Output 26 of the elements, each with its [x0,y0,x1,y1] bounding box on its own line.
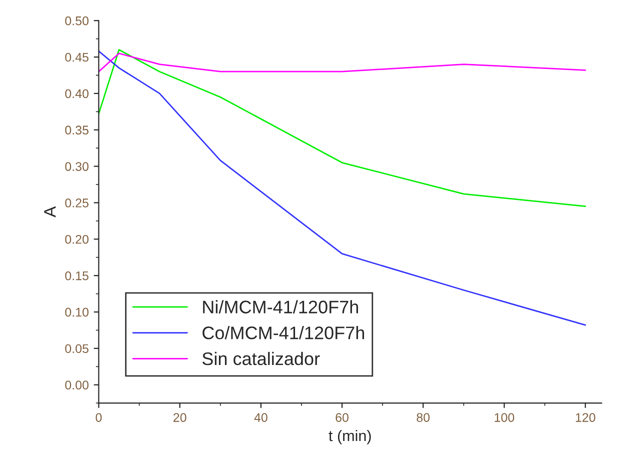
line-series [98,50,586,326]
legend-label: Co/MCM-41/120F7h [202,326,364,340]
x-tick-label: 0 [96,413,102,422]
legend-label: Ni/MCM-41/120F7h [203,300,358,314]
y-axis-title: A [44,206,56,218]
y-tick-label: 0.10 [65,308,89,317]
legend-label: Sin catalizador [202,352,320,366]
line-series [98,52,586,72]
x-tick-label: 100 [494,413,514,422]
x-tick-label: 40 [254,413,268,422]
y-tick-label: 0.50 [65,16,89,26]
y-tick-label: 0.20 [65,234,89,244]
y-tick-label: 0.45 [65,52,88,62]
x-tick-label: 80 [416,413,430,422]
y-tick-label: 0.05 [65,344,88,354]
x-tick-label: 20 [174,413,186,422]
x-axis-title: t (min) [328,430,371,444]
y-tick-label: 0.25 [65,198,88,208]
y-tick-label: 0.35 [65,126,88,135]
y-tick-label: 0.00 [65,380,89,390]
x-tick-label: 120 [576,413,596,422]
x-tick-label: 60 [336,413,348,422]
y-tick-label: 0.40 [65,89,89,98]
y-tick-label: 0.15 [65,271,88,280]
line-series [98,49,586,208]
y-tick-label: 0.30 [65,162,89,171]
